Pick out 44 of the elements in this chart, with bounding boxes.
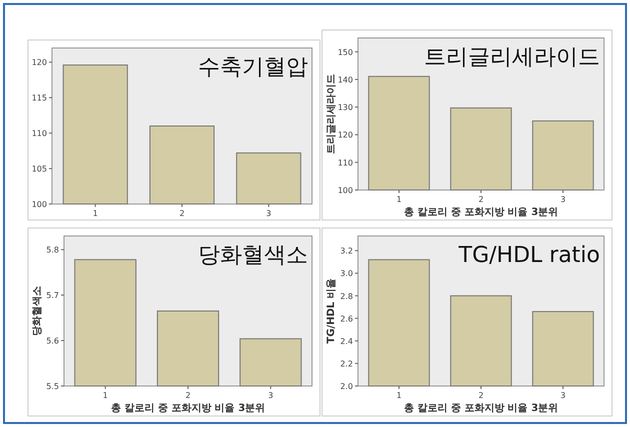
y-tick-label: 3.2 <box>340 246 353 256</box>
y-tick-label: 120 <box>338 130 353 140</box>
x-tick-label: 2 <box>179 209 185 218</box>
y-tick-label: 150 <box>338 48 353 57</box>
y-tick-label: 2.4 <box>340 336 353 346</box>
y-tick-label: 5.6 <box>46 336 59 346</box>
x-tick-label: 3 <box>560 391 566 400</box>
y-tick-label: 2.2 <box>340 359 353 368</box>
y-tick-label: 120 <box>32 58 47 68</box>
y-tick-label: 5.8 <box>46 246 59 255</box>
y-tick-label: 110 <box>32 129 47 138</box>
x-tick-label: 1 <box>102 391 108 400</box>
annotation: 트리글리세라이드 <box>424 45 600 70</box>
y-tick-label: 130 <box>338 103 353 112</box>
x-axis-title: 총 칼로리 중 포화지방 비율 3분위 <box>110 403 266 414</box>
x-tick-label: 3 <box>560 195 566 204</box>
x-tick-label: 2 <box>185 391 191 400</box>
annotation: 수축기혈압 <box>198 55 308 80</box>
y-axis-title: 트리글리세라이드 <box>326 74 337 154</box>
y-tick-label: 2.6 <box>340 314 353 324</box>
annotation: TG/HDL ratio <box>458 243 600 268</box>
y-axis-title: 당화혈색소 <box>32 286 43 336</box>
x-tick-label: 2 <box>478 391 484 400</box>
x-axis-title: 총 칼로리 중 포화지방 비율 3분위 <box>404 207 558 218</box>
y-tick-label: 2.8 <box>340 292 353 301</box>
y-tick-label: 140 <box>338 75 353 84</box>
y-tick-label: 3.0 <box>340 269 353 278</box>
y-axis-title: TG/HDL 비율 <box>326 278 337 344</box>
y-tick-label: 5.5 <box>46 382 59 391</box>
y-tick-label: 115 <box>32 94 47 103</box>
x-tick-label: 3 <box>268 391 274 400</box>
y-tick-label: 100 <box>338 186 353 195</box>
y-tick-label: 5.7 <box>46 291 59 300</box>
x-tick-label: 3 <box>266 209 272 218</box>
x-tick-label: 1 <box>396 195 402 204</box>
y-tick-label: 105 <box>32 164 47 174</box>
x-tick-label: 2 <box>478 195 484 204</box>
y-tick-label: 2.0 <box>340 382 353 391</box>
x-tick-label: 1 <box>396 391 402 400</box>
y-tick-label: 100 <box>32 200 47 209</box>
annotation: 당화혈색소 <box>198 243 308 268</box>
x-tick-label: 1 <box>92 209 98 218</box>
y-tick-label: 110 <box>338 158 353 168</box>
x-axis-title: 총 칼로리 중 포화지방 비율 3분위 <box>404 403 558 414</box>
